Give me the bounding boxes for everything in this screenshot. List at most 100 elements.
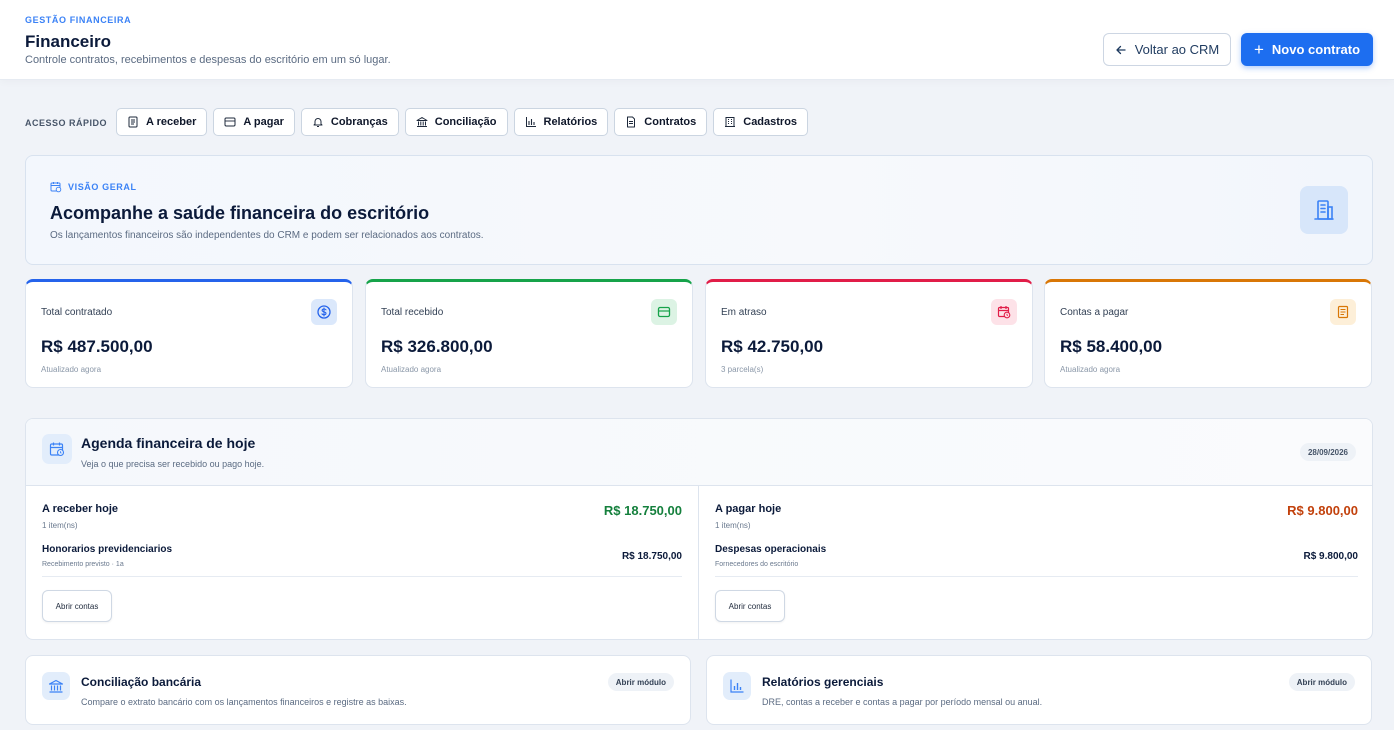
open-module-badge[interactable]: Abrir módulo bbox=[607, 673, 674, 691]
payable-item-amount: R$ 9.800,00 bbox=[1303, 551, 1359, 562]
quick-access-registrations[interactable]: Cadastros bbox=[713, 108, 809, 136]
receivable-item-amount: R$ 18.750,00 bbox=[621, 551, 682, 562]
overview-icon-box bbox=[1300, 186, 1348, 234]
stat-value: R$ 487.500,00 bbox=[41, 337, 153, 356]
stat-note: 3 parcela(s) bbox=[721, 365, 764, 374]
stat-card-accounts-payable: Contas a pagar R$ 58.400,00 Atualizado a… bbox=[1044, 279, 1372, 388]
divider bbox=[715, 576, 1358, 577]
agenda-icon-box bbox=[42, 434, 72, 464]
module-card-management-reports[interactable]: Relatórios gerenciais DRE, contas a rece… bbox=[706, 655, 1372, 725]
new-contract-button[interactable]: + Novo contrato bbox=[1241, 33, 1373, 66]
page-title: Financeiro bbox=[25, 32, 111, 51]
page-subtitle: Controle contratos, recebimentos e despe… bbox=[25, 54, 391, 66]
receivable-today-amount: R$ 18.750,00 bbox=[603, 503, 682, 518]
open-receivables-button[interactable]: Abrir contas bbox=[42, 590, 112, 622]
quick-access-label-text: Contratos bbox=[644, 116, 697, 128]
module-icon-box bbox=[42, 672, 70, 700]
open-module-badge[interactable]: Abrir módulo bbox=[1288, 673, 1355, 691]
receivable-item-description: Recebimento previsto · 1a bbox=[42, 561, 124, 568]
quick-access-label-text: A pagar bbox=[243, 116, 284, 128]
overview-text: Os lançamentos financeiros são independe… bbox=[50, 230, 484, 241]
receivable-today-count: 1 item(ns) bbox=[42, 521, 78, 530]
payable-today-column: A pagar hoje 1 item(ns) R$ 9.800,00 Desp… bbox=[699, 486, 1372, 639]
quick-access-list: A receber A pagar Cobranças Conciliação … bbox=[116, 108, 809, 136]
stat-icon-box bbox=[1330, 299, 1356, 325]
wallet-icon bbox=[657, 306, 671, 318]
quick-access-label-text: Relatórios bbox=[543, 116, 598, 128]
stat-value: R$ 58.400,00 bbox=[1060, 337, 1163, 356]
stat-icon-box bbox=[651, 299, 677, 325]
calendar-clock-icon bbox=[49, 442, 65, 457]
overview-eyebrow: VISÃO GERAL bbox=[50, 181, 137, 193]
bell-icon bbox=[313, 118, 323, 127]
stat-value: R$ 326.800,00 bbox=[381, 337, 493, 356]
building-icon bbox=[1314, 200, 1334, 220]
quick-access-label-text: Cadastros bbox=[743, 116, 798, 128]
plus-icon: + bbox=[1253, 40, 1264, 59]
agenda-panel: Agenda financeira de hoje Veja o que pre… bbox=[25, 418, 1373, 640]
stat-label: Total contratado bbox=[41, 307, 113, 318]
stat-card-total-contracted: Total contratado R$ 487.500,00 Atualizad… bbox=[25, 279, 353, 388]
stat-note: Atualizado agora bbox=[1060, 365, 1121, 374]
stat-label: Contas a pagar bbox=[1060, 307, 1129, 318]
receivable-item-name: Honorarios previdenciarios bbox=[42, 544, 173, 555]
stat-note: Atualizado agora bbox=[41, 365, 102, 374]
payable-item-description: Fornecedores do escritório bbox=[715, 561, 799, 568]
quick-access-label: ACESSO RÁPIDO bbox=[25, 118, 108, 128]
receivable-today-title: A receber hoje bbox=[42, 503, 119, 515]
overview-title: Acompanhe a saúde financeira do escritór… bbox=[50, 203, 430, 223]
bank-icon bbox=[48, 679, 64, 693]
arrow-left-icon bbox=[1116, 45, 1126, 54]
stat-label: Em atraso bbox=[721, 307, 767, 318]
calendar-clock-icon bbox=[50, 182, 62, 193]
bank-icon bbox=[416, 117, 428, 127]
new-contract-label: Novo contrato bbox=[1271, 42, 1361, 57]
stat-note: Atualizado agora bbox=[381, 365, 442, 374]
payable-item-name: Despesas operacionais bbox=[715, 544, 827, 555]
back-to-crm-button[interactable]: Voltar ao CRM bbox=[1103, 33, 1231, 66]
document-icon bbox=[1337, 305, 1349, 319]
open-payables-button[interactable]: Abrir contas bbox=[715, 590, 785, 622]
quick-access-reports[interactable]: Relatórios bbox=[513, 108, 609, 136]
stat-icon-box bbox=[311, 299, 337, 325]
payable-today-amount: R$ 9.800,00 bbox=[1287, 503, 1358, 518]
quick-access-label-text: Cobranças bbox=[330, 116, 388, 128]
quick-access-label-text: A receber bbox=[146, 116, 197, 128]
quick-access-payable[interactable]: A pagar bbox=[213, 108, 295, 136]
stat-icon-box bbox=[991, 299, 1017, 325]
page-header: GESTÃO FINANCEIRA Financeiro Controle co… bbox=[0, 0, 1394, 80]
agenda-header: Agenda financeira de hoje Veja o que pre… bbox=[26, 419, 1372, 486]
divider bbox=[42, 576, 682, 577]
agenda-title: Agenda financeira de hoje bbox=[81, 435, 256, 451]
building-icon bbox=[725, 117, 736, 127]
stat-card-total-received: Total recebido R$ 326.800,00 Atualizado … bbox=[365, 279, 693, 388]
quick-access-reconciliation[interactable]: Conciliação bbox=[404, 108, 508, 136]
page-eyebrow: GESTÃO FINANCEIRA bbox=[25, 15, 132, 25]
bar-chart-icon bbox=[525, 117, 536, 127]
dollar-circle-icon bbox=[317, 305, 331, 319]
overview-eyebrow-text: VISÃO GERAL bbox=[68, 182, 137, 192]
stat-card-overdue: Em atraso R$ 42.750,00 3 parcela(s) bbox=[705, 279, 1033, 388]
module-description: Compare o extrato bancário com os lançam… bbox=[81, 697, 407, 707]
receivable-today-column: A receber hoje 1 item(ns) R$ 18.750,00 H… bbox=[26, 486, 699, 639]
quick-access-receivable[interactable]: A receber bbox=[116, 108, 208, 136]
back-to-crm-label: Voltar ao CRM bbox=[1134, 42, 1220, 57]
payable-today-title: A pagar hoje bbox=[715, 503, 782, 515]
payable-today-count: 1 item(ns) bbox=[715, 521, 751, 530]
agenda-date-badge: 28/09/2026 bbox=[1299, 443, 1356, 461]
stat-value: R$ 42.750,00 bbox=[721, 337, 824, 356]
calendar-clock-icon bbox=[997, 306, 1011, 319]
quick-access-label-text: Conciliação bbox=[434, 116, 497, 128]
file-icon bbox=[627, 116, 636, 128]
module-title: Relatórios gerenciais bbox=[762, 675, 884, 689]
module-card-bank-reconciliation[interactable]: Conciliação bancária Compare o extrato b… bbox=[25, 655, 691, 725]
stat-label: Total recebido bbox=[381, 307, 444, 318]
agenda-subtitle: Veja o que precisa ser recebido ou pago … bbox=[81, 459, 265, 469]
module-description: DRE, contas a receber e contas a pagar p… bbox=[762, 697, 1043, 707]
module-title: Conciliação bancária bbox=[81, 675, 202, 689]
bar-chart-icon bbox=[730, 679, 744, 693]
quick-access-collections[interactable]: Cobranças bbox=[300, 108, 399, 136]
quick-access-contracts[interactable]: Contratos bbox=[614, 108, 708, 136]
document-icon bbox=[128, 116, 138, 128]
module-icon-box bbox=[723, 672, 751, 700]
